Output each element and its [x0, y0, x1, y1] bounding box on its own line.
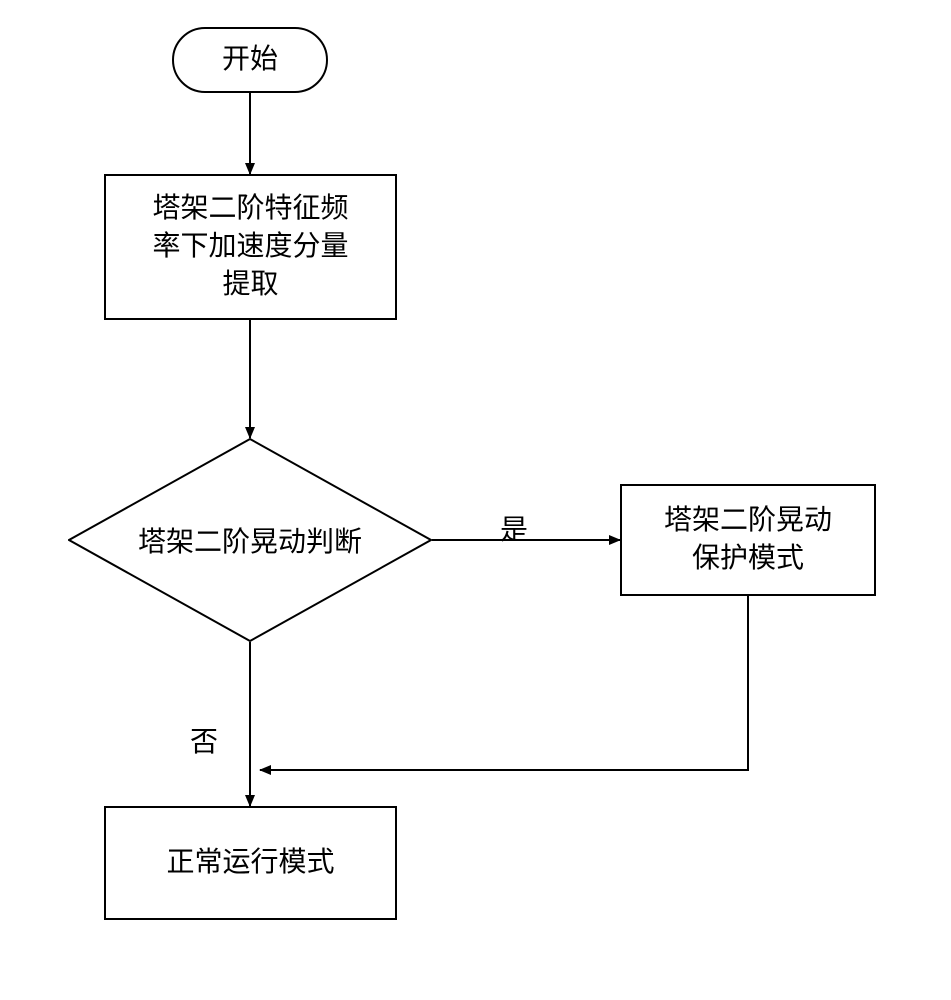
node-protect: 塔架二阶晃动 保护模式: [620, 484, 876, 596]
flowchart-canvas: 开始 塔架二阶特征频 率下加速度分量 提取 塔架二阶晃动判断 塔架二阶晃动 保护…: [0, 0, 951, 1000]
node-decision: 塔架二阶晃动判断: [68, 438, 432, 642]
node-normal: 正常运行模式: [104, 806, 397, 920]
node-extract: 塔架二阶特征频 率下加速度分量 提取: [104, 174, 397, 320]
node-decision-label: 塔架二阶晃动判断: [68, 438, 432, 642]
node-start-label: 开始: [222, 41, 278, 79]
edge-label-no: 否: [190, 720, 218, 760]
node-start: 开始: [172, 27, 328, 93]
node-extract-label: 塔架二阶特征频 率下加速度分量 提取: [152, 190, 348, 303]
node-protect-label: 塔架二阶晃动 保护模式: [664, 502, 832, 578]
edge-label-yes: 是: [500, 508, 528, 548]
node-normal-label: 正常运行模式: [166, 844, 334, 882]
